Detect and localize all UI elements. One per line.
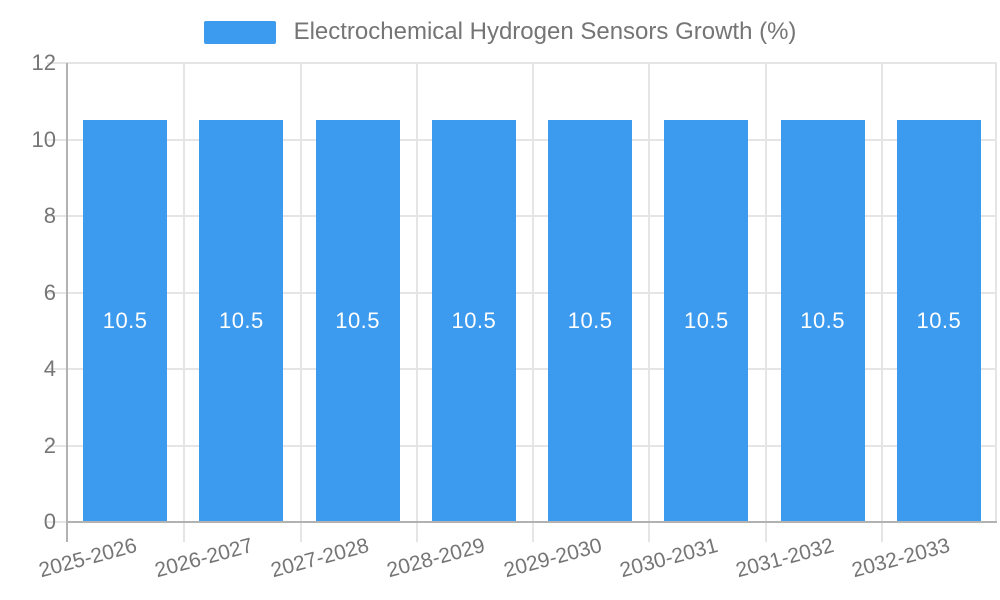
y-gridline (47, 368, 997, 370)
bar-value-label: 10.5 (218, 308, 264, 334)
bar: 10.5 (780, 120, 865, 522)
x-gridline (183, 63, 186, 522)
bar-value-label: 10.5 (683, 308, 729, 334)
x-axis-category-label: 2027-2028 (268, 534, 372, 583)
y-axis-tick-label: 0 (43, 509, 56, 534)
bar: 10.5 (548, 120, 633, 522)
y-gridline (47, 444, 997, 447)
x-axis-category-label: 2030-2031 (617, 534, 721, 583)
x-gridline (764, 63, 767, 522)
x-gridline (532, 63, 534, 522)
legend-label: Electrochemical Hydrogen Sensors Growth … (293, 18, 797, 45)
bar-value-label: 10.5 (916, 308, 962, 334)
bar-value-label: 10.5 (451, 308, 497, 334)
x-gridline (995, 63, 997, 522)
y-axis-tick-label: 12 (31, 50, 56, 75)
x-axis-category-label: 2028-2029 (384, 534, 488, 583)
bar-value-label: 10.5 (800, 308, 846, 334)
legend-swatch-icon (203, 20, 276, 44)
y-gridline (47, 291, 997, 294)
bar-value-label: 10.5 (567, 308, 613, 334)
y-gridline (47, 62, 997, 64)
x-gridline (648, 63, 651, 522)
x-gridline (880, 63, 883, 522)
y-axis-tick-label: 2 (43, 432, 56, 458)
bar: 10.5 (199, 120, 284, 522)
x-axis-category-label: 2032-2033 (849, 534, 953, 583)
bar: 10.5 (83, 120, 168, 522)
x-axis-tick (880, 522, 883, 542)
bar-value-label: 10.5 (335, 308, 381, 334)
x-axis-tick (415, 522, 418, 542)
bar: 10.5 (664, 120, 749, 522)
x-axis-category-label: 2031-2032 (733, 534, 837, 583)
x-axis-tick (764, 522, 767, 542)
x-axis-category-label: 2026-2027 (152, 534, 256, 583)
y-axis-line (66, 63, 68, 542)
y-gridline (47, 215, 997, 217)
bar: 10.5 (431, 120, 516, 522)
y-axis-tick-label: 8 (43, 203, 56, 228)
x-axis-tick (183, 522, 186, 542)
x-axis-tick (532, 522, 534, 542)
y-axis-tick-label: 6 (43, 279, 56, 305)
x-gridline (415, 63, 418, 522)
x-gridline (299, 63, 302, 522)
y-axis-tick-label: 10 (31, 126, 56, 152)
x-axis-tick (648, 522, 651, 542)
y-axis-tick-label: 4 (43, 356, 56, 381)
bar: 10.5 (315, 120, 400, 522)
bar-value-label: 10.5 (102, 308, 148, 334)
chart-legend[interactable]: Electrochemical Hydrogen Sensors Growth … (0, 18, 1000, 46)
x-axis-category-label: 2025-2026 (36, 534, 140, 583)
bar: 10.5 (896, 120, 981, 522)
x-axis-category-label: 2029-2030 (501, 534, 605, 583)
y-gridline (47, 138, 997, 141)
x-axis-tick (299, 522, 302, 542)
x-axis-line (66, 521, 997, 523)
